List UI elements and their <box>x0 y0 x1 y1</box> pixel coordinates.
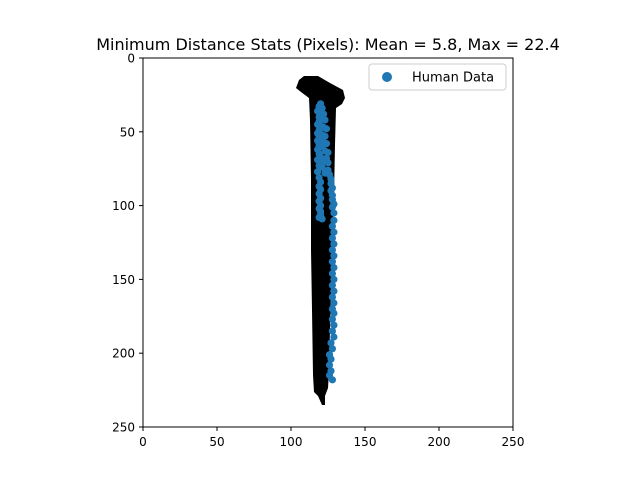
y-tick-label: 250 <box>112 421 135 435</box>
data-point <box>330 275 338 283</box>
data-point <box>330 228 338 236</box>
y-tick-label: 150 <box>112 273 135 287</box>
legend-marker <box>382 72 392 82</box>
data-point <box>330 264 338 272</box>
y-tick-label: 0 <box>127 52 135 66</box>
y-tick-label: 200 <box>112 347 135 361</box>
x-tick-label: 0 <box>139 435 147 449</box>
data-point <box>330 287 338 295</box>
data-point <box>328 203 336 211</box>
human-data-points <box>314 100 338 384</box>
plot-area <box>142 57 514 428</box>
data-point <box>328 345 336 353</box>
data-point <box>330 209 338 217</box>
data-point <box>328 315 336 323</box>
x-tick-label: 50 <box>209 435 224 449</box>
stroke-mask-image <box>296 76 345 405</box>
data-point <box>328 234 336 242</box>
y-tick-label: 50 <box>120 125 135 139</box>
data-point <box>324 148 332 157</box>
x-tick-label: 200 <box>428 435 451 449</box>
data-point <box>330 333 338 341</box>
data-point <box>328 246 336 254</box>
legend: Human Data <box>368 63 507 91</box>
data-point <box>314 156 322 164</box>
data-point <box>322 125 331 133</box>
y-axis: 0 50 100 150 200 250 <box>112 52 143 435</box>
data-point <box>328 376 336 384</box>
data-point <box>330 309 338 317</box>
data-point <box>328 293 336 301</box>
legend-label: Human Data <box>412 71 494 86</box>
data-point <box>318 163 326 171</box>
data-point <box>318 215 326 223</box>
data-point <box>321 116 329 124</box>
data-point <box>327 355 335 363</box>
data-point <box>325 361 334 369</box>
x-axis: 0 50 100 150 200 250 <box>139 427 524 449</box>
chart-title: Minimum Distance Stats (Pixels): Mean = … <box>96 35 560 54</box>
data-point <box>324 159 332 167</box>
data-point <box>327 339 335 347</box>
data-point <box>328 258 336 266</box>
data-point <box>328 281 336 289</box>
data-point <box>330 252 338 260</box>
data-point <box>330 299 338 307</box>
data-point <box>328 222 336 230</box>
data-point <box>328 327 336 335</box>
data-point <box>330 240 338 248</box>
y-tick-label: 100 <box>112 199 135 213</box>
x-tick-label: 150 <box>354 435 377 449</box>
legend-frame <box>368 63 507 91</box>
x-tick-label: 100 <box>280 435 303 449</box>
data-point <box>330 321 338 329</box>
data-point <box>328 269 336 278</box>
x-tick-label: 250 <box>502 435 525 449</box>
data-point <box>314 168 322 176</box>
data-point <box>330 216 338 224</box>
data-point <box>321 132 329 140</box>
axes-frame <box>142 57 514 428</box>
